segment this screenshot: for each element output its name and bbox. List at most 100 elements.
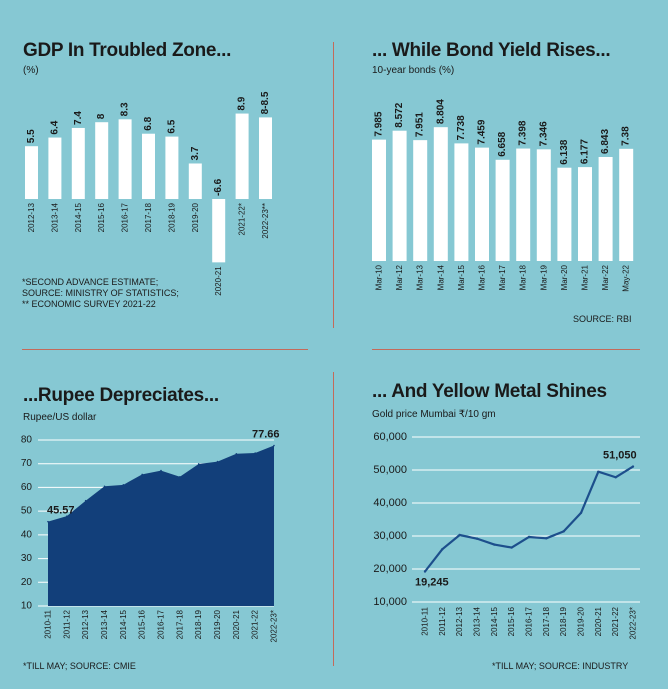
gdp-value-label: 6.4: [49, 120, 60, 134]
rupee-ytick-label: 80: [21, 435, 33, 446]
gold-title: ... And Yellow Metal Shines: [372, 381, 607, 402]
bond-source: SOURCE: RBI: [573, 314, 632, 324]
bond-bar: [516, 148, 531, 261]
bond-bar: [619, 148, 634, 261]
bond-value-label: 6.658: [497, 131, 508, 156]
rupee-ytick-label: 10: [21, 601, 33, 612]
rupee-category-label: 2016-17: [157, 609, 166, 639]
rupee-point: [254, 452, 256, 454]
rupee-category-label: 2015-16: [138, 609, 147, 639]
gold-category-label: 2016-17: [525, 606, 534, 636]
bond-category-label: Mar-18: [519, 264, 528, 290]
rupee-point: [235, 452, 238, 455]
gold-ytick-label: 10,000: [373, 596, 407, 608]
bond-value-label: 7.985: [374, 111, 385, 136]
bond-category-label: Mar-14: [436, 264, 445, 290]
gold-category-label: 2014-15: [490, 606, 499, 636]
gold-point: [441, 548, 444, 551]
gold-ytick-label: 50,000: [373, 464, 407, 476]
bond-value-label: 6.138: [559, 139, 570, 164]
gdp-category-label: 2014-15: [74, 202, 83, 232]
rupee-area: [48, 445, 274, 606]
bond-value-label: 7.398: [518, 120, 529, 145]
gold-category-label: 2021-22: [611, 606, 620, 636]
gold-category-label: 2015-16: [507, 606, 516, 636]
rupee-annotation: 45.57: [47, 505, 75, 517]
bond-category-label: Mar-19: [539, 264, 548, 290]
gold-category-label: 2012-13: [455, 606, 464, 636]
bond-bar: [598, 156, 613, 261]
gold-source: *TILL MAY; SOURCE: INDUSTRY: [492, 661, 629, 671]
bond-value-label: 8.804: [435, 99, 446, 124]
gold-ytick-label: 60,000: [373, 431, 407, 443]
gold-ytick-label: 30,000: [373, 530, 407, 542]
gdp-category-label: 2016-17: [121, 202, 130, 232]
bond-subtitle: 10-year bonds (%): [372, 65, 455, 76]
bond-category-label: Mar-12: [395, 264, 404, 290]
gdp-bar: [235, 113, 249, 199]
gdp-bar: [212, 199, 226, 263]
bond-bar: [495, 159, 510, 261]
gold-point: [562, 530, 565, 533]
rupee-category-label: 2013-14: [100, 609, 109, 639]
rupee-subtitle: Rupee/US dollar: [23, 412, 97, 423]
rupee-category-label: 2014-15: [119, 609, 128, 639]
rupee-annotation: 77.66: [252, 429, 280, 441]
rupee-point: [122, 484, 125, 486]
rupee-category-label: 2019-20: [213, 609, 222, 639]
gdp-value-label: 6.8: [143, 116, 154, 130]
gold-point: [597, 470, 600, 473]
rupee-point: [197, 463, 200, 465]
gold-ytick-label: 40,000: [373, 497, 407, 509]
gold-point: [458, 533, 461, 537]
rupee-point: [47, 520, 49, 523]
rupee-source: *TILL MAY; SOURCE: CMIE: [23, 661, 136, 671]
rupee-category-label: 2011-12: [62, 609, 71, 638]
bond-value-label: 6.843: [600, 129, 611, 154]
gold-point: [493, 543, 496, 546]
rupee-ytick-label: 30: [21, 553, 33, 564]
gold-category-label: 2010-11: [421, 606, 430, 635]
bond-category-label: Mar-13: [416, 264, 425, 290]
gold-category-label: 2019-20: [577, 606, 586, 636]
gdp-bar: [118, 119, 132, 199]
gdp-note-1: *SECOND ADVANCE ESTIMATE;: [22, 277, 159, 287]
gold-category-label: 2013-14: [473, 606, 482, 636]
bond-category-label: Mar-21: [581, 264, 590, 290]
gold-point: [475, 537, 479, 540]
rupee-point: [66, 515, 68, 517]
divider-vertical-top: [333, 42, 334, 328]
rupee-category-label: 2017-18: [175, 609, 184, 639]
rupee-category-label: 2012-13: [81, 609, 90, 639]
bond-value-label: 7.38: [621, 126, 632, 146]
rupee-point: [160, 469, 162, 472]
bond-bar: [536, 149, 551, 261]
bond-category-label: Mar-17: [498, 264, 507, 290]
gdp-bar: [165, 136, 179, 199]
gold-category-label: 2011-12: [438, 606, 447, 635]
rupee-category-label: 2022-23*: [270, 610, 279, 642]
rupee-point: [273, 444, 275, 447]
gdp-category-label: 2020-21: [214, 266, 223, 296]
gdp-category-label: 2013-14: [50, 202, 59, 232]
rupee-category-label: 2018-19: [194, 609, 203, 639]
rupee-ytick-label: 20: [21, 577, 33, 588]
gdp-bar: [71, 127, 85, 199]
gdp-note-3: ** ECONOMIC SURVEY 2021-22: [22, 299, 156, 309]
gdp-bar: [95, 122, 109, 199]
bond-bar: [557, 167, 572, 261]
gold-point: [614, 476, 617, 479]
gdp-value-label: 8: [96, 113, 107, 119]
rupee-title: ...Rupee Depreciates...: [23, 385, 219, 406]
rupee-ytick-label: 50: [21, 506, 33, 517]
bond-category-label: Mar-20: [560, 264, 569, 290]
gdp-category-label: 2022-23**: [261, 203, 270, 239]
gold-point: [579, 511, 583, 515]
gdp-value-label: 6.5: [166, 119, 177, 133]
rupee-category-label: 2020-21: [232, 609, 241, 639]
gold-category-label: 2018-19: [559, 606, 568, 636]
gdp-category-label: 2015-16: [97, 202, 106, 232]
